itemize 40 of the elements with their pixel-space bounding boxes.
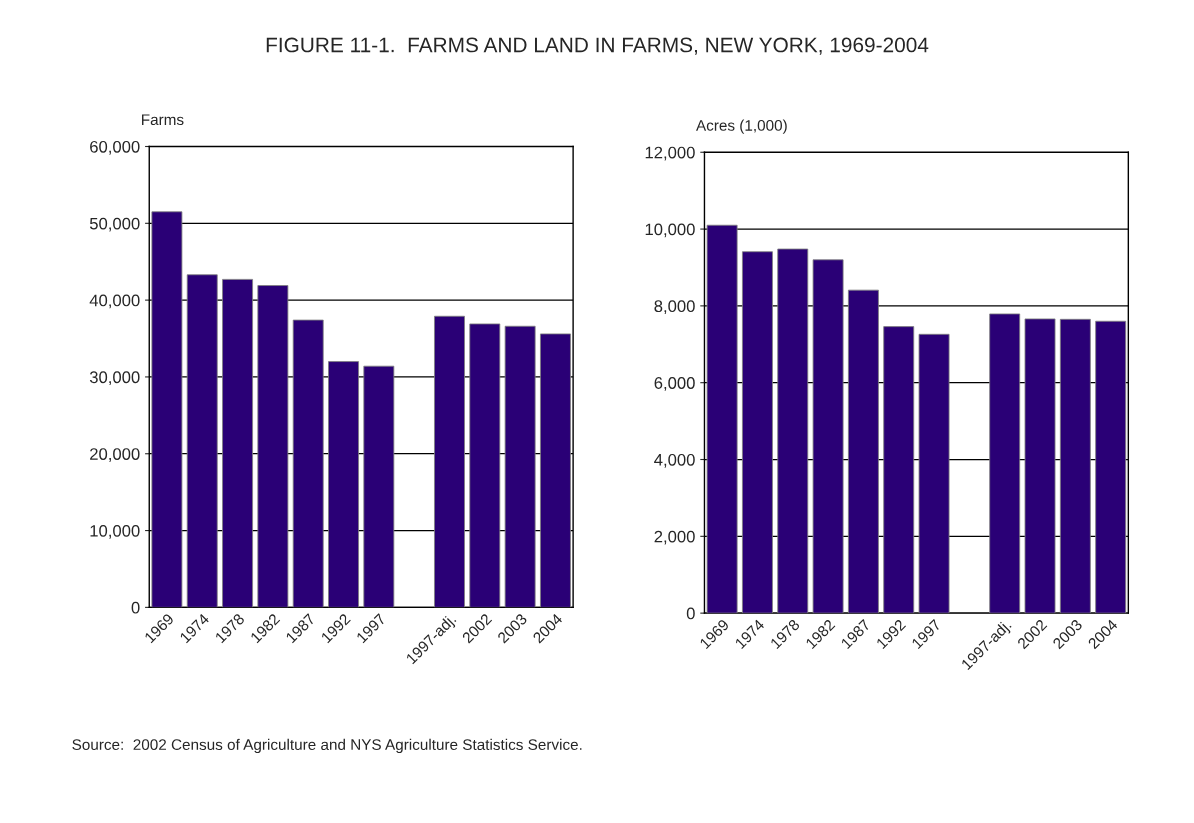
- bar: [292, 319, 324, 608]
- bar: [434, 315, 465, 608]
- bar: [918, 333, 950, 614]
- y-tick-label: 2,000: [654, 530, 695, 545]
- y-axis-title: Farms: [142, 114, 184, 126]
- bar: [151, 211, 183, 608]
- y-axis-title: Acres (1,000): [696, 119, 787, 134]
- bar: [363, 365, 395, 608]
- bar: [1095, 320, 1127, 614]
- bar: [1024, 318, 1056, 614]
- bar: [540, 333, 571, 608]
- y-tick-label: 20,000: [90, 448, 140, 462]
- y-tick-label: 6,000: [654, 377, 695, 391]
- chart-title: FIGURE 11-1. FARMS AND LAND IN FARMS, NEW YORK, 1969-2004: [266, 37, 929, 55]
- bar: [504, 325, 536, 608]
- bar: [847, 289, 879, 614]
- bar: [742, 251, 773, 614]
- y-tick-label: 8,000: [654, 300, 695, 315]
- source-note: Source: 2002 Census of Agriculture and NYS Agriculture Statistics Service.: [72, 738, 582, 754]
- y-tick-label: 0: [686, 607, 695, 620]
- y-tick-label: 10,000: [645, 223, 695, 238]
- bar: [883, 326, 915, 614]
- y-tick-label: 40,000: [89, 294, 140, 309]
- bar: [812, 259, 844, 614]
- bar: [469, 323, 501, 608]
- y-tick-label: 0: [131, 601, 140, 614]
- bar: [222, 278, 253, 608]
- bar: [186, 274, 218, 608]
- y-tick-label: 12,000: [645, 146, 695, 161]
- bar: [989, 313, 1021, 614]
- bar: [257, 285, 289, 608]
- y-tick-label: 30,000: [89, 371, 140, 386]
- bar: [328, 361, 359, 608]
- bar: [1059, 318, 1091, 614]
- y-tick-label: 50,000: [89, 217, 140, 232]
- bar: [777, 248, 809, 614]
- y-tick-label: 10,000: [90, 524, 140, 539]
- y-tick-label: 4,000: [654, 453, 695, 468]
- bar: [706, 224, 738, 614]
- y-tick-label: 60,000: [90, 140, 140, 155]
